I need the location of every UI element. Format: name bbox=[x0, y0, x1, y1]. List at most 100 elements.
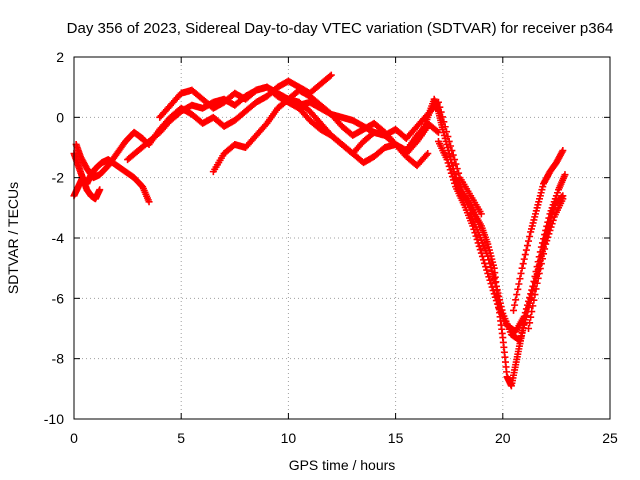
data-point bbox=[517, 332, 525, 340]
data-point bbox=[559, 147, 567, 155]
data-point bbox=[525, 325, 533, 332]
data-point bbox=[548, 220, 556, 228]
data-point bbox=[527, 295, 535, 303]
series-arc-8 bbox=[274, 95, 432, 170]
y-tick-label: 0 bbox=[56, 109, 64, 125]
data-point bbox=[533, 279, 541, 287]
data-point bbox=[496, 296, 504, 304]
data-point bbox=[535, 269, 543, 277]
data-point bbox=[543, 237, 551, 245]
x-tick-label: 5 bbox=[177, 430, 185, 446]
data-point bbox=[424, 150, 432, 158]
data-point bbox=[486, 276, 494, 284]
data-point bbox=[528, 308, 536, 316]
data-point bbox=[526, 319, 534, 327]
y-tick-label: -8 bbox=[52, 351, 65, 367]
data-point bbox=[519, 260, 527, 268]
data-point bbox=[532, 285, 540, 293]
data-point bbox=[449, 176, 457, 184]
data-point bbox=[527, 313, 535, 321]
data-point bbox=[541, 245, 549, 253]
data-point bbox=[544, 233, 552, 241]
data-point bbox=[486, 260, 494, 268]
data-point bbox=[513, 291, 521, 299]
data-point bbox=[485, 273, 493, 281]
data-point bbox=[518, 264, 526, 272]
data-point bbox=[520, 320, 528, 328]
y-axis-ticks: -10 -8 -6 -4 -2 0 2 bbox=[44, 49, 610, 427]
data-point bbox=[494, 289, 502, 297]
data-point bbox=[445, 162, 453, 170]
data-point bbox=[522, 246, 530, 254]
data-point bbox=[443, 156, 451, 164]
data-point bbox=[515, 280, 523, 288]
data-point bbox=[529, 302, 537, 310]
data-point bbox=[549, 216, 557, 224]
data-point bbox=[448, 173, 456, 181]
data-point bbox=[546, 226, 554, 234]
data-point bbox=[433, 127, 441, 135]
data-point bbox=[484, 269, 492, 277]
data-point bbox=[549, 205, 557, 213]
data-point bbox=[446, 166, 454, 174]
data-point bbox=[489, 271, 497, 279]
y-tick-label: -6 bbox=[52, 290, 65, 306]
data-point bbox=[485, 256, 493, 264]
data-point bbox=[484, 252, 492, 260]
data-point bbox=[487, 280, 495, 288]
data-point bbox=[510, 306, 518, 314]
data-point bbox=[493, 286, 501, 294]
data-point bbox=[559, 195, 567, 203]
data-point bbox=[540, 250, 548, 258]
data-point bbox=[444, 159, 452, 167]
y-tick-label: -2 bbox=[52, 170, 65, 186]
data-point bbox=[498, 306, 506, 314]
data-point bbox=[476, 246, 484, 254]
data-point bbox=[491, 278, 499, 286]
chart-title: Day 356 of 2023, Sidereal Day-to-day VTE… bbox=[67, 20, 614, 37]
series-arc-4 bbox=[124, 83, 442, 164]
y-tick-label: -10 bbox=[44, 411, 64, 427]
data-point bbox=[449, 151, 457, 159]
data-point bbox=[516, 275, 524, 283]
data-point bbox=[96, 186, 104, 194]
data-point bbox=[561, 171, 569, 179]
x-tick-label: 10 bbox=[281, 430, 297, 446]
data-point bbox=[522, 312, 530, 320]
data-point bbox=[536, 265, 544, 273]
data-point bbox=[517, 269, 525, 277]
data-point bbox=[451, 179, 459, 187]
data-point bbox=[542, 240, 550, 248]
x-tick-label: 20 bbox=[495, 430, 511, 446]
data-point bbox=[512, 296, 520, 304]
data-point bbox=[520, 255, 528, 263]
data-point bbox=[496, 299, 504, 307]
data-point bbox=[531, 291, 539, 299]
data-point bbox=[545, 230, 553, 238]
data-point bbox=[327, 71, 335, 79]
data-point bbox=[518, 328, 526, 336]
x-tick-label: 15 bbox=[388, 430, 404, 446]
data-point bbox=[521, 251, 529, 259]
x-tick-label: 0 bbox=[70, 430, 78, 446]
data-point bbox=[145, 198, 153, 206]
data-point bbox=[477, 210, 485, 218]
series-arc-13 bbox=[525, 195, 567, 332]
data-point bbox=[488, 267, 496, 275]
data-point bbox=[492, 282, 500, 290]
series-arc-12 bbox=[510, 147, 567, 314]
data-point bbox=[558, 148, 566, 156]
data-point bbox=[455, 169, 463, 177]
series-arc-9 bbox=[417, 95, 528, 390]
y-tick-label: 2 bbox=[56, 49, 64, 65]
data-point bbox=[514, 285, 522, 293]
data-point bbox=[495, 292, 503, 300]
data-point bbox=[525, 303, 533, 311]
x-axis-ticks: 0 5 10 15 20 25 bbox=[70, 57, 618, 446]
data-point bbox=[452, 160, 460, 168]
x-tick-label: 25 bbox=[602, 430, 618, 446]
data-point bbox=[497, 303, 505, 311]
data-point bbox=[526, 232, 534, 240]
data-point bbox=[472, 232, 480, 240]
